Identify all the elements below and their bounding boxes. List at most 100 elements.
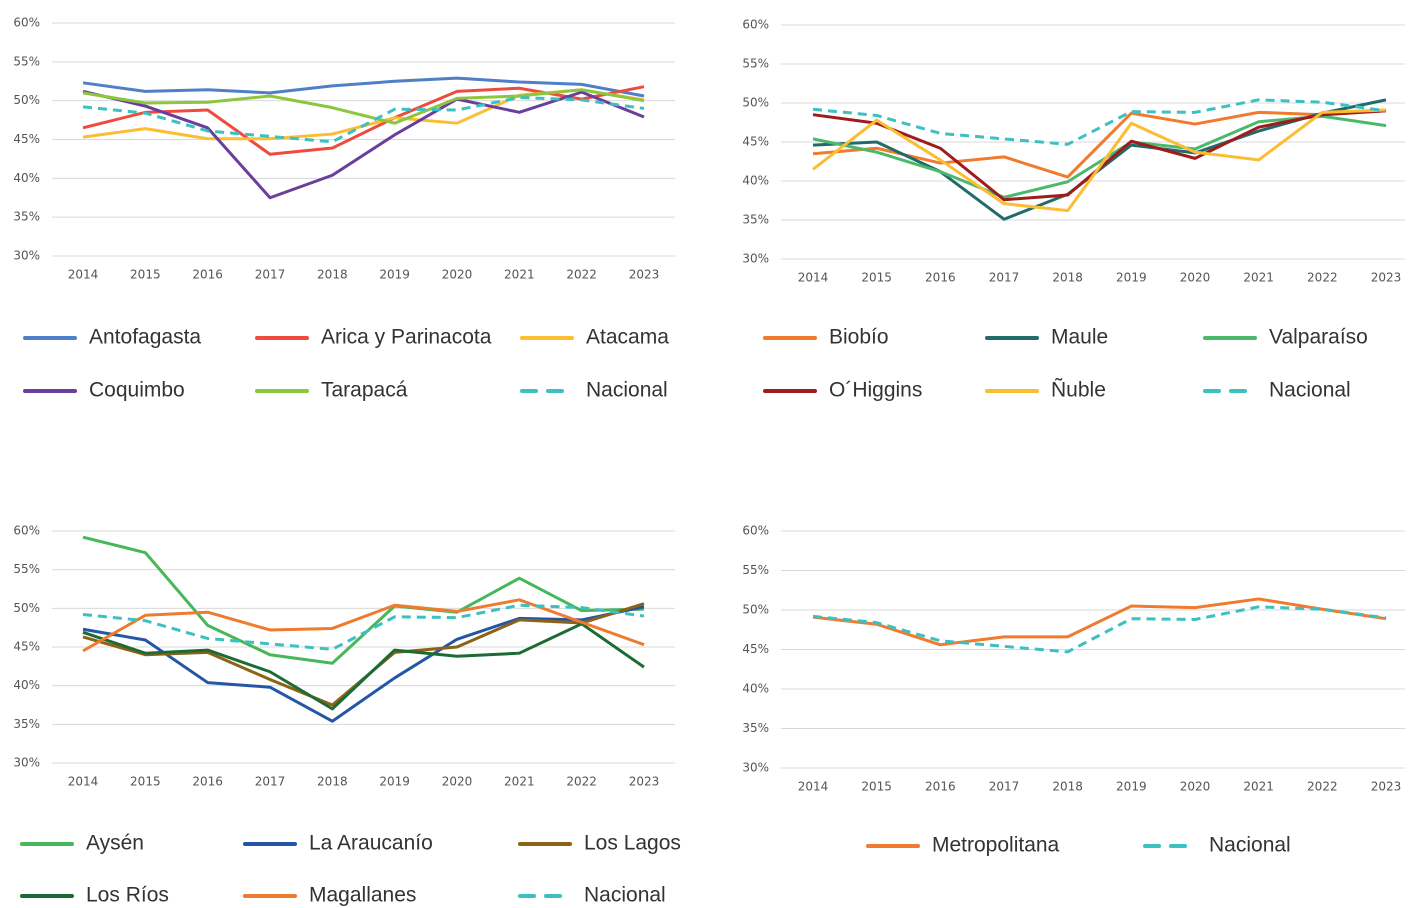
- legend-label: O´Higgins: [829, 379, 922, 402]
- legend-label: Metropolitana: [932, 834, 1060, 857]
- series-line: [82, 76, 645, 98]
- x-tick-label: 2020: [442, 268, 473, 282]
- y-tick-label: 30%: [742, 761, 769, 775]
- x-tick-label: 2022: [1307, 780, 1338, 794]
- legend-label: La Araucanío: [309, 832, 433, 855]
- y-tick-label: 60%: [742, 524, 769, 538]
- y-tick-label: 40%: [742, 174, 769, 188]
- x-tick-label: 2016: [192, 268, 223, 282]
- legend-label: Biobío: [829, 326, 889, 349]
- y-tick-label: 40%: [13, 678, 40, 692]
- y-tick-label: 50%: [13, 93, 40, 107]
- y-tick-label: 35%: [13, 717, 40, 731]
- x-tick-label: 2020: [1180, 271, 1211, 285]
- y-tick-label: 45%: [13, 132, 40, 146]
- y-tick-label: 45%: [13, 640, 40, 654]
- legend-label: Los Ríos: [86, 884, 169, 907]
- y-tick-label: 60%: [13, 524, 40, 538]
- x-tick-label: 2015: [130, 268, 161, 282]
- x-tick-label: 2016: [925, 780, 956, 794]
- x-tick-label: 2018: [1052, 780, 1083, 794]
- series-line: [82, 89, 645, 200]
- series-line: [82, 605, 645, 723]
- x-tick-label: 2020: [442, 775, 473, 789]
- x-tick-label: 2021: [1243, 780, 1274, 794]
- y-tick-label: 60%: [13, 16, 40, 30]
- series-line: [82, 598, 645, 653]
- x-tick-label: 2019: [379, 775, 410, 789]
- legend-label: Atacama: [586, 326, 669, 349]
- legend-label: Antofagasta: [89, 326, 201, 349]
- x-tick-label: 2014: [798, 271, 829, 285]
- y-tick-label: 55%: [13, 562, 40, 576]
- x-tick-label: 2018: [317, 268, 348, 282]
- series-line: [82, 96, 645, 144]
- x-tick-label: 2020: [1180, 780, 1211, 794]
- x-tick-label: 2021: [504, 775, 535, 789]
- series-line: [812, 605, 1387, 654]
- x-tick-label: 2014: [68, 268, 99, 282]
- x-tick-label: 2023: [629, 775, 660, 789]
- x-tick-label: 2022: [1307, 271, 1338, 285]
- y-tick-label: 50%: [742, 96, 769, 110]
- legend-label: Aysén: [86, 832, 144, 855]
- y-tick-label: 60%: [742, 18, 769, 32]
- x-tick-label: 2016: [192, 775, 223, 789]
- series-line: [812, 108, 1387, 213]
- series-line: [82, 603, 645, 651]
- y-tick-label: 35%: [13, 210, 40, 224]
- y-tick-label: 55%: [742, 563, 769, 577]
- series-line: [812, 109, 1387, 202]
- x-tick-label: 2019: [1116, 271, 1147, 285]
- y-tick-label: 35%: [742, 721, 769, 735]
- legend-label: Los Lagos: [584, 832, 681, 855]
- x-tick-label: 2017: [255, 268, 286, 282]
- series-line: [812, 114, 1387, 199]
- x-tick-label: 2014: [798, 780, 829, 794]
- x-tick-label: 2019: [379, 268, 410, 282]
- legend-label: Maule: [1051, 326, 1108, 349]
- legend-label: Tarapacá: [321, 379, 408, 402]
- legend-label: Magallanes: [309, 884, 416, 907]
- series-line: [82, 622, 645, 711]
- x-tick-label: 2017: [255, 775, 286, 789]
- legend-label: Nacional: [586, 379, 668, 402]
- legend-label: Nacional: [1209, 834, 1291, 857]
- x-tick-label: 2023: [1371, 271, 1402, 285]
- series-line: [82, 85, 645, 156]
- x-tick-label: 2016: [925, 271, 956, 285]
- x-tick-label: 2023: [1371, 780, 1402, 794]
- y-tick-label: 30%: [13, 756, 40, 770]
- x-tick-label: 2018: [317, 775, 348, 789]
- series-line: [812, 98, 1387, 146]
- series-line: [812, 597, 1387, 647]
- y-tick-label: 50%: [13, 601, 40, 615]
- y-tick-label: 55%: [742, 57, 769, 71]
- series-line: [82, 88, 645, 125]
- x-tick-label: 2014: [68, 775, 99, 789]
- x-tick-label: 2021: [504, 268, 535, 282]
- x-tick-label: 2015: [861, 271, 892, 285]
- x-tick-label: 2021: [1243, 271, 1274, 285]
- legend-label: Ñuble: [1051, 378, 1106, 402]
- x-tick-label: 2015: [130, 775, 161, 789]
- y-tick-label: 35%: [742, 213, 769, 227]
- x-tick-label: 2019: [1116, 780, 1147, 794]
- legend-label: Valparaíso: [1269, 326, 1368, 349]
- legend-label: Nacional: [1269, 379, 1351, 402]
- y-tick-label: 55%: [13, 54, 40, 68]
- x-tick-label: 2015: [861, 780, 892, 794]
- legend-label: Nacional: [584, 884, 666, 907]
- y-tick-label: 30%: [13, 249, 40, 263]
- x-tick-label: 2018: [1052, 271, 1083, 285]
- x-tick-label: 2023: [629, 268, 660, 282]
- y-tick-label: 45%: [742, 642, 769, 656]
- y-tick-label: 40%: [13, 171, 40, 185]
- x-tick-label: 2017: [989, 780, 1020, 794]
- y-tick-label: 45%: [742, 135, 769, 149]
- y-tick-label: 30%: [742, 252, 769, 266]
- y-tick-label: 40%: [742, 682, 769, 696]
- x-tick-label: 2022: [566, 268, 597, 282]
- x-tick-label: 2017: [989, 271, 1020, 285]
